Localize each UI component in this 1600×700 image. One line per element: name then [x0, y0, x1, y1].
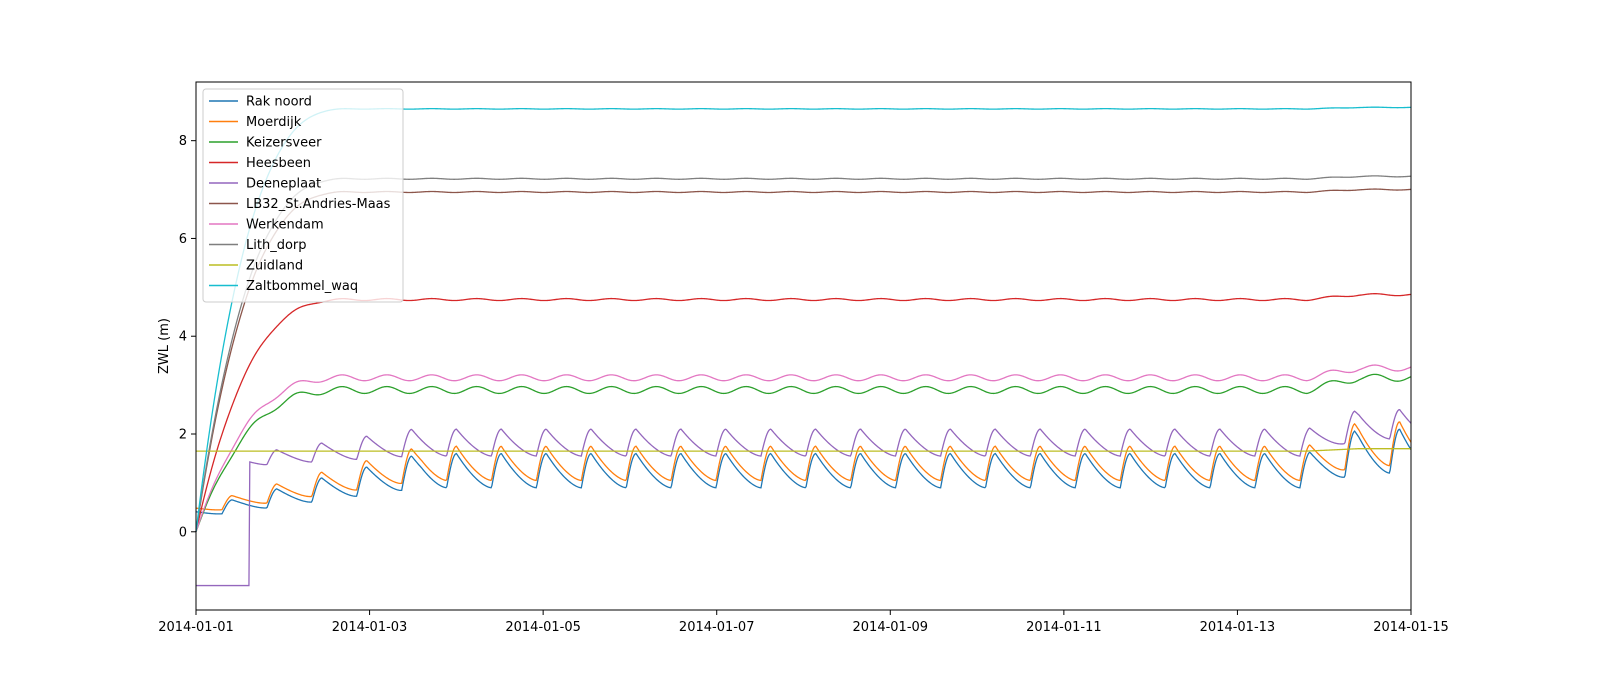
- plot-frame: [195, 81, 1412, 611]
- legend-label-2: Keizersveer: [246, 136, 322, 151]
- y-axis-label: ZWL (m): [157, 318, 172, 374]
- y-tick-label-2: 4: [179, 330, 187, 345]
- x-tick-label-7: 2014-01-15: [1373, 620, 1449, 635]
- y-tick-label-3: 6: [179, 232, 187, 247]
- y-tick-label-0: 0: [179, 525, 187, 540]
- legend-label-4: Deeneplaat: [246, 177, 321, 192]
- legend-label-1: Moerdijk: [246, 115, 302, 130]
- legend-label-8: Zuidland: [246, 259, 303, 274]
- y-tick-label-4: 8: [179, 134, 187, 149]
- legend-label-3: Heesbeen: [246, 156, 311, 171]
- x-tick-label-4: 2014-01-09: [853, 620, 929, 635]
- x-tick-label-5: 2014-01-11: [1026, 620, 1102, 635]
- series-line-8: [196, 448, 1411, 452]
- x-tick-label-3: 2014-01-07: [679, 620, 755, 635]
- x-tick-label-0: 2014-01-01: [158, 620, 234, 635]
- x-axis: 2014-01-01 2014-01-03 2014-01-05 2014-01-07…: [158, 610, 1449, 635]
- series-line-4: [196, 409, 1412, 587]
- legend-box: [202, 88, 404, 303]
- legend-label-7: Lith_dorp: [246, 238, 307, 253]
- legend-label-5: LB32_St.Andries-Maas: [246, 197, 391, 212]
- x-tick-label-2: 2014-01-05: [505, 620, 581, 635]
- y-tick-label-1: 2: [179, 428, 187, 443]
- series-line-2: [195, 373, 1412, 533]
- x-tick-label-1: 2014-01-03: [332, 620, 408, 635]
- series-line-1: [195, 421, 1412, 511]
- series-line-6: [195, 364, 1412, 532]
- legend: Rak noord Moerdijk Keizersveer Heesbeen Deen…: [202, 88, 404, 303]
- legend-label-0: Rak noord: [246, 95, 312, 110]
- series-line-0: [195, 428, 1412, 515]
- x-tick-label-6: 2014-01-13: [1200, 620, 1276, 635]
- series-line-3: [195, 293, 1412, 532]
- legend-label-9: Zaltbommel_waq: [246, 279, 358, 294]
- legend-label-6: Werkendam: [246, 218, 324, 233]
- y-axis: 0 2 4 6 8: [179, 134, 196, 540]
